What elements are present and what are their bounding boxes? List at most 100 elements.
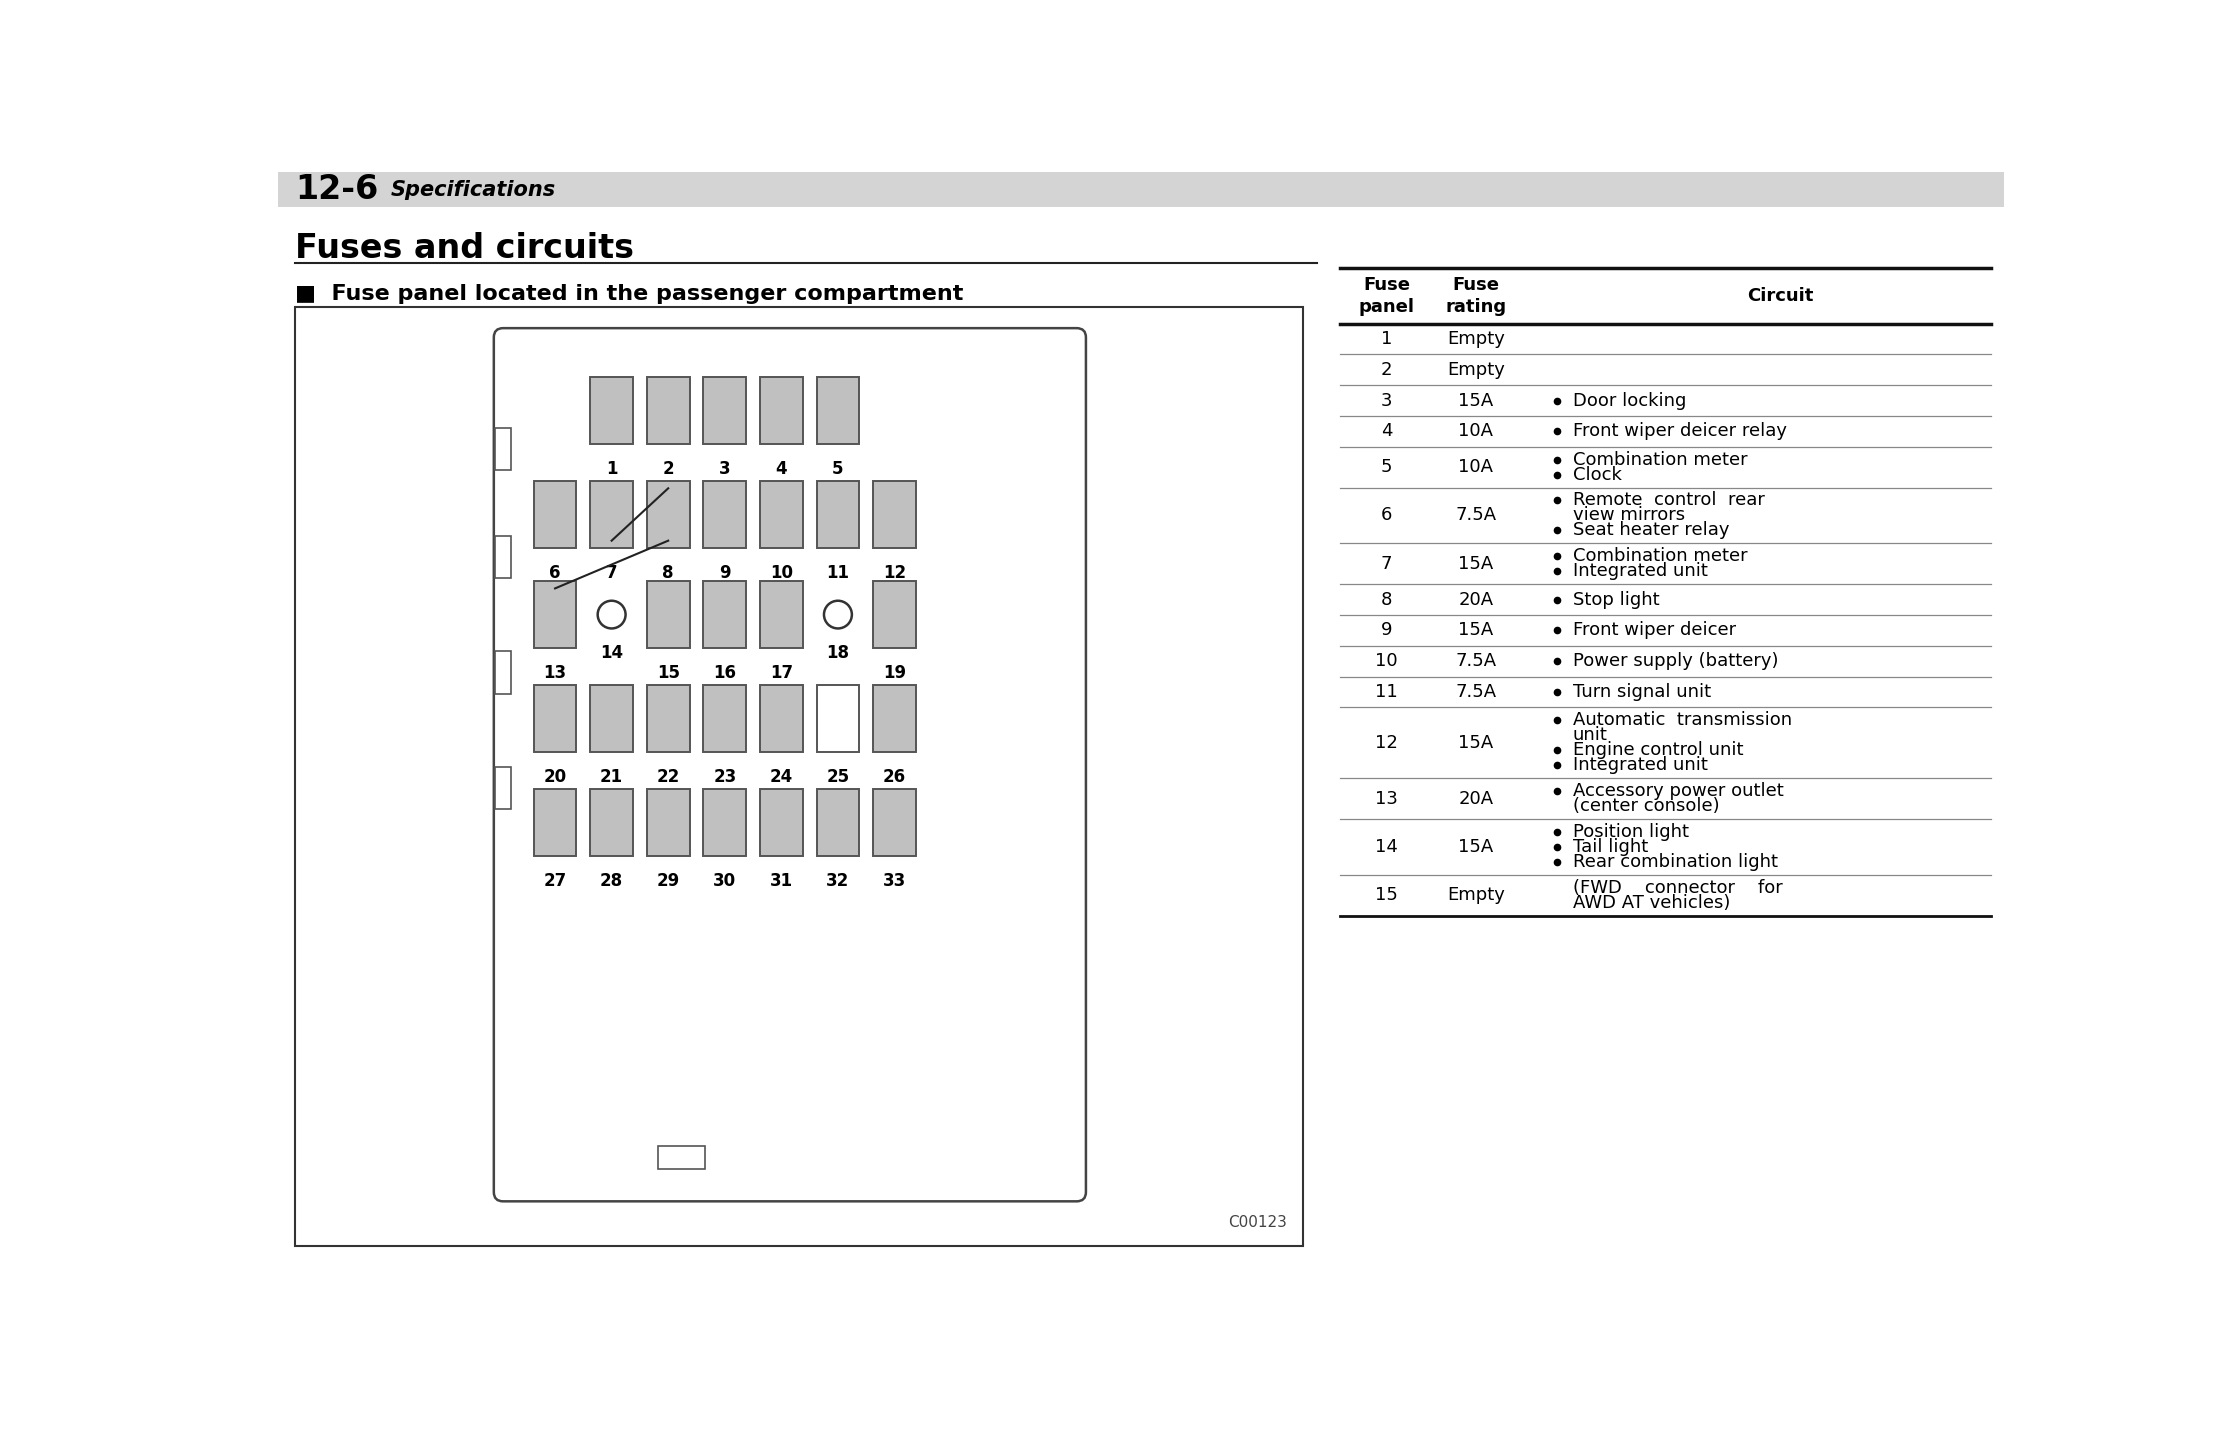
Text: 9: 9 [1381,621,1392,639]
Bar [704,684,746,752]
Bar [296,306,1303,1246]
Text: Automatic  transmission: Automatic transmission [1572,712,1793,729]
Bar [646,684,690,752]
Text: 15A: 15A [1459,554,1494,573]
Bar [759,684,802,752]
Text: (center console): (center console) [1572,798,1719,815]
Text: Combination meter: Combination meter [1572,547,1748,566]
Text: 7.5A: 7.5A [1454,652,1497,670]
Bar [659,1146,704,1169]
Bar [817,789,860,856]
Bar [590,481,632,548]
Text: 1: 1 [606,460,617,478]
Text: 12: 12 [1376,733,1399,752]
Text: AWD AT vehicles): AWD AT vehicles) [1572,894,1730,912]
Bar [646,377,690,444]
Bar [590,684,632,752]
Text: 15: 15 [1376,886,1399,904]
Bar [873,789,915,856]
Text: 23: 23 [713,768,737,786]
Bar [534,684,577,752]
Text: 11: 11 [826,564,848,581]
Text: Specifications: Specifications [390,179,557,199]
Text: 20A: 20A [1459,789,1494,808]
Text: 10: 10 [1376,652,1399,670]
Text: Combination meter: Combination meter [1572,451,1748,468]
Text: (FWD    connector    for: (FWD connector for [1572,879,1782,896]
Text: 24: 24 [771,768,793,786]
Text: 25: 25 [826,768,848,786]
Text: 10A: 10A [1459,458,1494,475]
Text: Front wiper deicer: Front wiper deicer [1572,621,1735,639]
Text: Fuse
rating: Fuse rating [1445,276,1505,316]
Text: 20: 20 [543,768,566,786]
Text: 4: 4 [1381,422,1392,440]
Text: Fuses and circuits: Fuses and circuits [296,232,635,265]
Text: 6: 6 [550,564,561,581]
Text: C00123: C00123 [1229,1216,1287,1230]
Text: Integrated unit: Integrated unit [1572,756,1708,775]
Text: 33: 33 [882,872,906,889]
Text: 22: 22 [657,768,679,786]
Bar [704,377,746,444]
Bar [494,428,510,470]
Text: 1: 1 [1381,329,1392,348]
Text: 4: 4 [775,460,786,478]
Bar [873,684,915,752]
Text: Front wiper deicer relay: Front wiper deicer relay [1572,422,1786,440]
Text: 32: 32 [826,872,848,889]
Text: Integrated unit: Integrated unit [1572,563,1708,580]
Text: 7.5A: 7.5A [1454,507,1497,524]
Bar [759,581,802,649]
Bar [817,377,860,444]
Bar [759,481,802,548]
Text: 15A: 15A [1459,621,1494,639]
Text: 2: 2 [1381,361,1392,378]
Text: 19: 19 [882,664,906,682]
Text: 2: 2 [661,460,675,478]
Bar [646,581,690,649]
Text: 14: 14 [1376,838,1399,856]
Bar [534,481,577,548]
Text: 5: 5 [1381,458,1392,475]
Text: 18: 18 [826,644,848,662]
Bar [759,789,802,856]
Text: 7: 7 [606,564,617,581]
Text: 14: 14 [599,644,624,662]
Text: 7: 7 [1381,554,1392,573]
Text: Remote  control  rear: Remote control rear [1572,491,1764,510]
Text: Empty: Empty [1448,329,1505,348]
Bar [759,377,802,444]
Bar [494,766,510,809]
Text: 26: 26 [882,768,906,786]
Text: 8: 8 [661,564,675,581]
Text: 30: 30 [713,872,737,889]
Text: 12: 12 [882,564,906,581]
Text: 11: 11 [1376,683,1399,702]
Bar [873,481,915,548]
Text: Circuit: Circuit [1746,286,1813,305]
Text: Turn signal unit: Turn signal unit [1572,683,1710,702]
Bar [494,536,510,579]
Text: 6: 6 [1381,507,1392,524]
Text: Rear combination light: Rear combination light [1572,853,1777,871]
Text: 10: 10 [771,564,793,581]
FancyBboxPatch shape [494,328,1087,1201]
Text: Stop light: Stop light [1572,590,1659,609]
Bar [646,481,690,548]
Bar [590,377,632,444]
Text: unit: unit [1572,726,1608,745]
Text: Empty: Empty [1448,361,1505,378]
Text: Engine control unit: Engine control unit [1572,742,1744,759]
Text: 7.5A: 7.5A [1454,683,1497,702]
Text: 3: 3 [1381,391,1392,410]
Text: Fuse
panel: Fuse panel [1358,276,1414,316]
Text: Tail light: Tail light [1572,838,1648,856]
Text: 15A: 15A [1459,733,1494,752]
Bar [534,581,577,649]
Text: Seat heater relay: Seat heater relay [1572,521,1728,540]
Text: 8: 8 [1381,590,1392,609]
Bar [590,789,632,856]
Bar [704,789,746,856]
Text: 28: 28 [599,872,624,889]
